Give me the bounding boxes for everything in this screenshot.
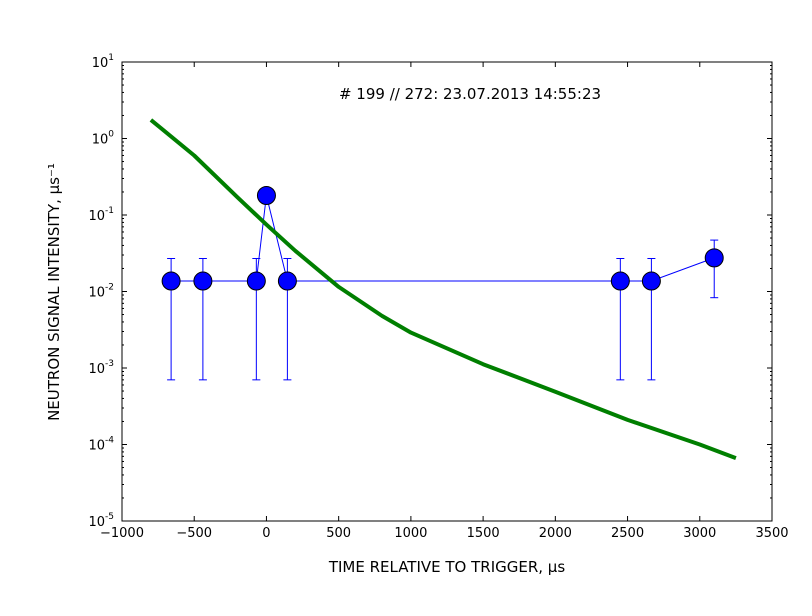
plot-area-content xyxy=(149,118,737,460)
x-tick-label: 3500 xyxy=(755,526,788,541)
x-tick-label: −1000 xyxy=(100,526,144,541)
data-point xyxy=(256,185,276,205)
data-point xyxy=(246,271,266,291)
x-axis-label: TIME RELATIVE TO TRIGGER, μs xyxy=(328,558,566,576)
x-tick-label: −500 xyxy=(176,526,212,541)
data-point xyxy=(610,271,630,291)
y-tick-label: 101 xyxy=(92,53,114,71)
y-tick-label: 10-1 xyxy=(88,206,114,224)
x-tick-label: 0 xyxy=(262,526,270,541)
data-point xyxy=(277,271,297,291)
axis-ticks: −1000 −500 0 500 1000 1500 2000 2500 3000 3500 10-… xyxy=(88,53,788,541)
x-tick-label: 1000 xyxy=(394,526,427,541)
y-axis-label: NEUTRON SIGNAL INTENSITY, μs⁻¹ xyxy=(45,163,63,421)
data-point xyxy=(161,271,181,291)
chart-annotation: # 199 // 272: 23.07.2013 14:55:23 xyxy=(339,85,601,103)
data-point xyxy=(704,248,724,268)
model-curve xyxy=(149,118,737,460)
y-tick-label: 10-4 xyxy=(88,436,114,454)
y-tick-label: 100 xyxy=(92,130,115,148)
y-tick-label: 10-2 xyxy=(88,283,114,301)
y-tick-label: 10-5 xyxy=(88,512,114,530)
data-point xyxy=(193,271,213,291)
x-tick-label: 2000 xyxy=(539,526,572,541)
x-tick-label: 3000 xyxy=(683,526,716,541)
x-tick-label: 2500 xyxy=(611,526,644,541)
y-tick-label: 10-3 xyxy=(88,359,114,377)
data-point xyxy=(641,271,661,291)
x-tick-label: 1500 xyxy=(467,526,500,541)
x-tick-label: 500 xyxy=(326,526,351,541)
